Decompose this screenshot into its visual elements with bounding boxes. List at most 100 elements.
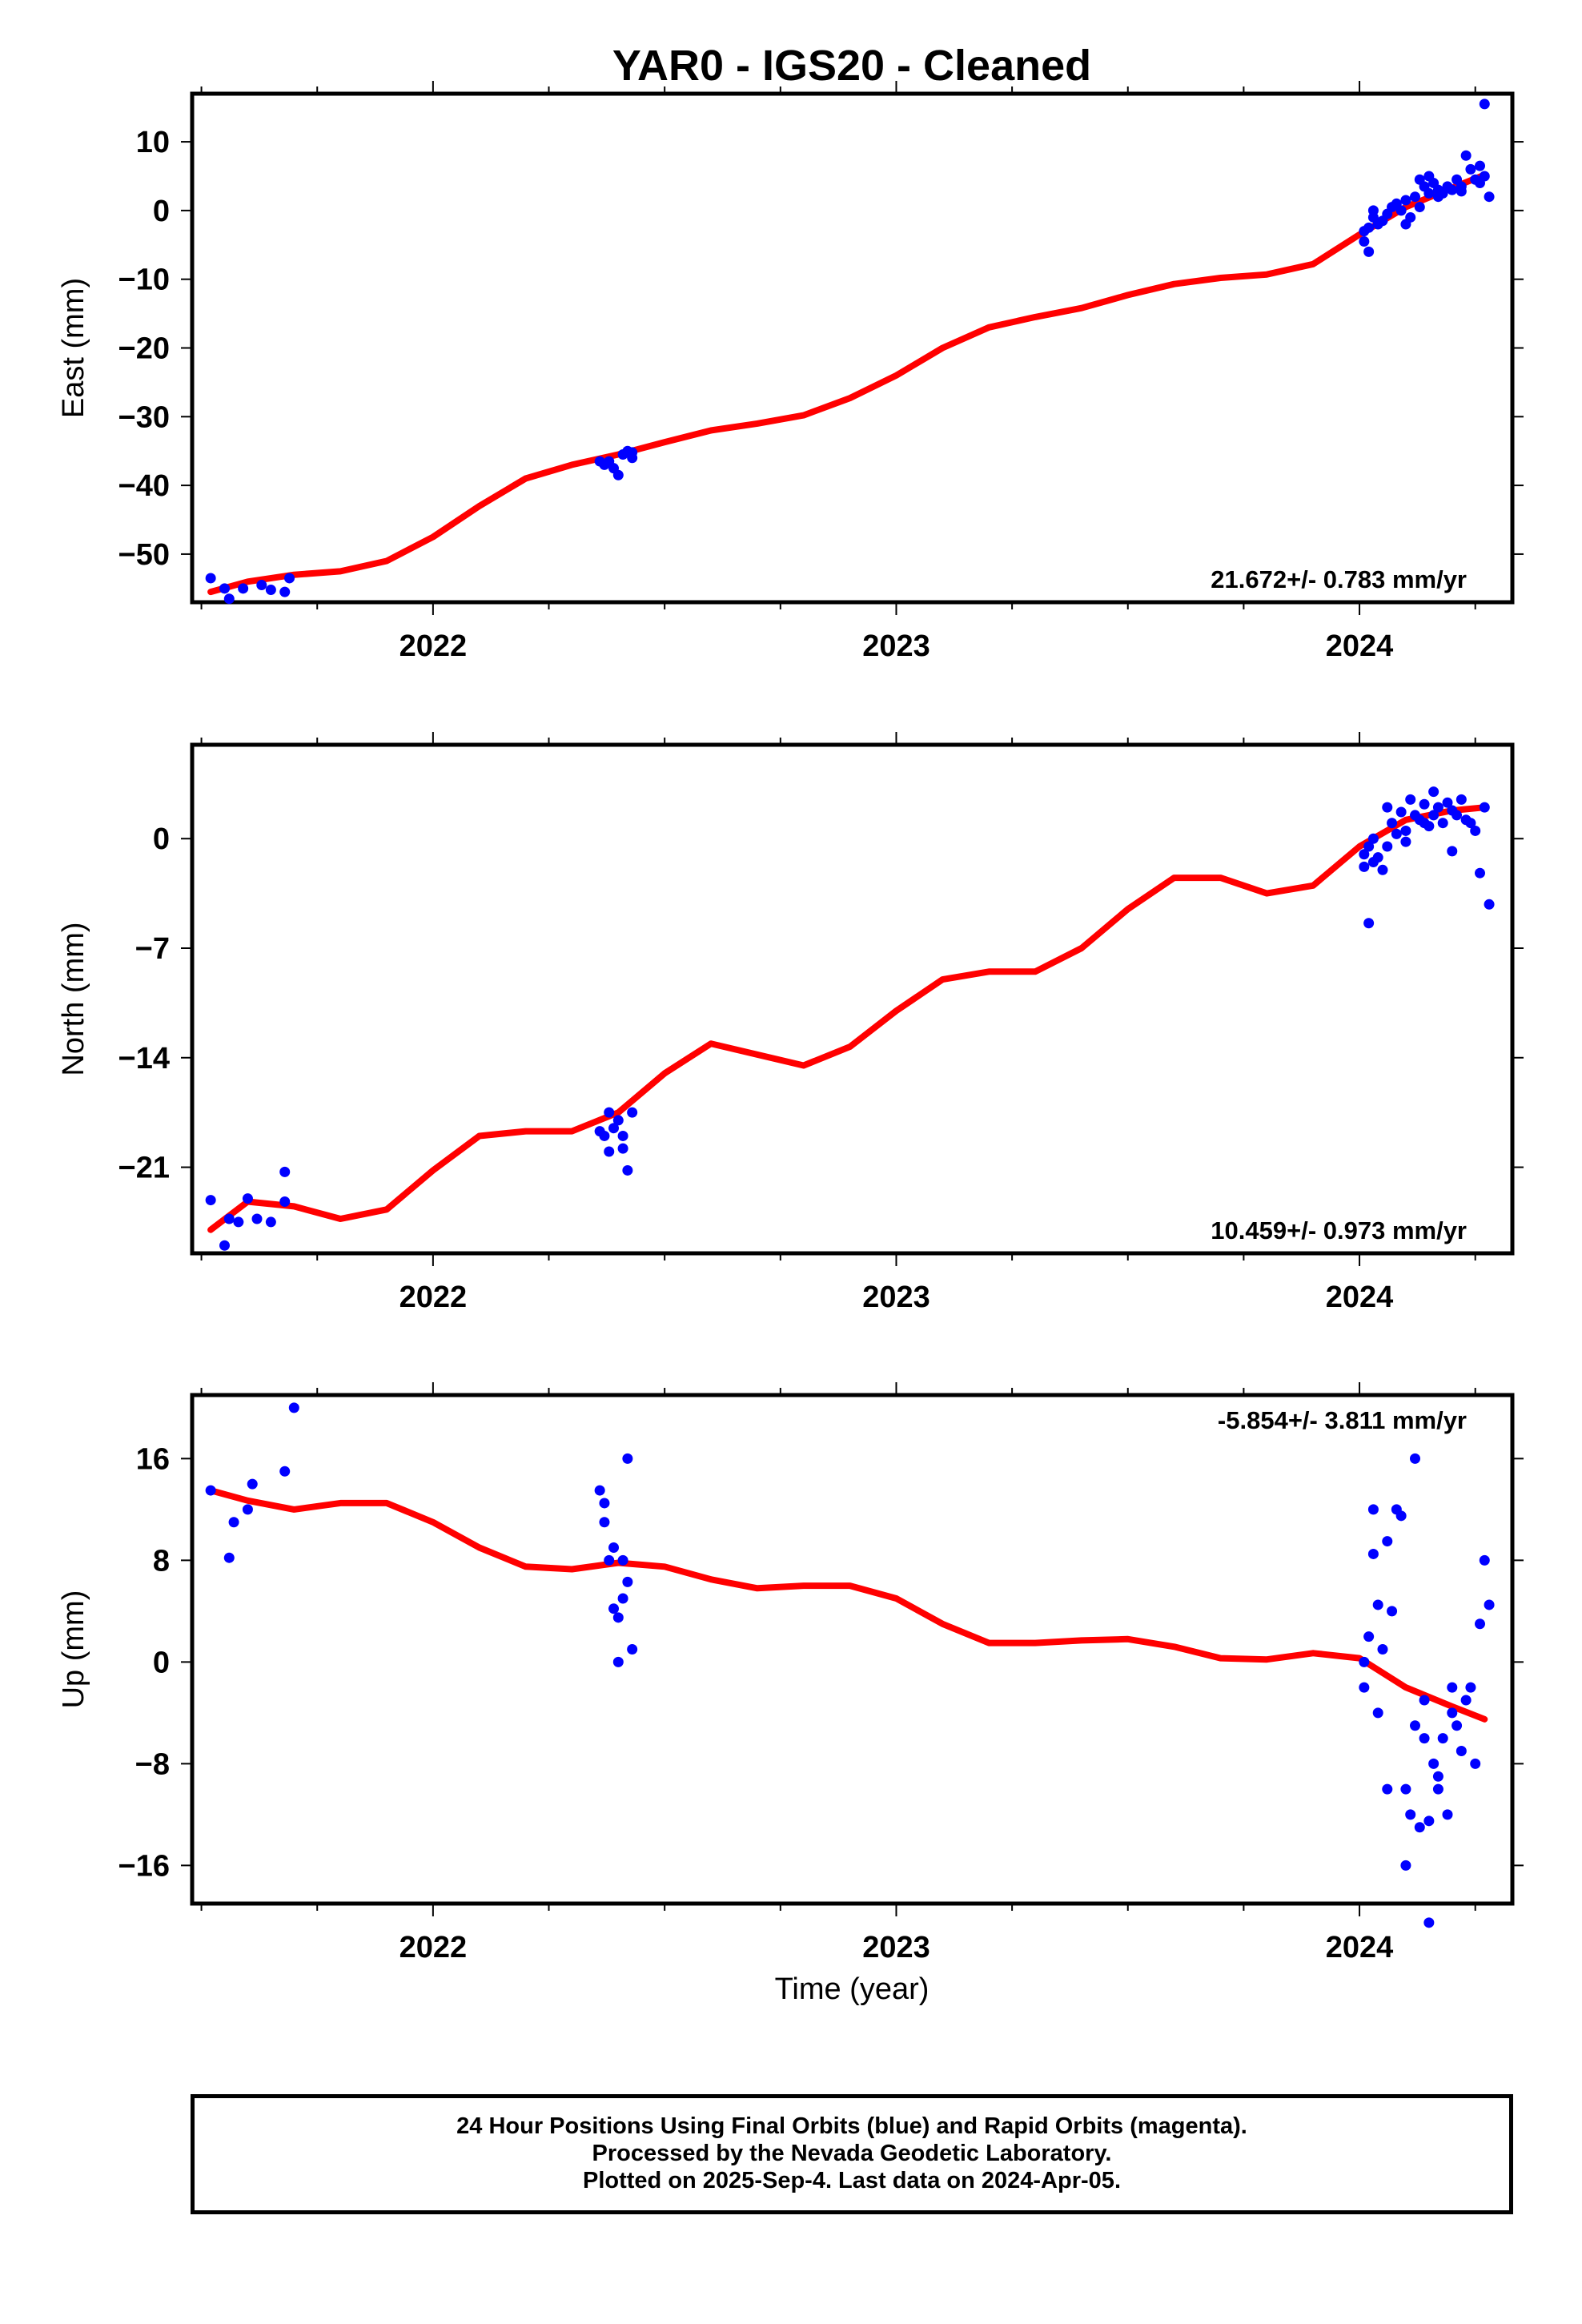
- up-panel: 16 8 0 −8 −16 2022 2023 2024 Up (mm) -5.854+/- 3.…: [57, 1382, 1524, 1964]
- east-data-point: [1456, 181, 1467, 192]
- north-data-point: [617, 1130, 628, 1141]
- north-ytick-label: −21: [118, 1152, 170, 1185]
- north-data-point: [1377, 864, 1388, 875]
- up-xtick-label: 2023: [862, 1931, 930, 1964]
- up-data-point: [1456, 1746, 1467, 1756]
- up-data-point: [612, 1656, 624, 1667]
- up-data-point: [1437, 1733, 1448, 1744]
- up-data-point: [1359, 1682, 1370, 1693]
- up-data-point: [599, 1517, 610, 1528]
- north-data-point: [279, 1166, 291, 1177]
- east-data-point: [612, 469, 624, 480]
- north-data-point: [604, 1146, 615, 1157]
- up-data-point: [1470, 1758, 1481, 1769]
- up-data-point: [617, 1593, 628, 1604]
- north-data-point: [1387, 818, 1398, 829]
- east-data-point: [1465, 163, 1476, 175]
- east-data-point: [1479, 99, 1490, 110]
- up-data-point: [1428, 1758, 1439, 1769]
- up-data-point: [1400, 1860, 1411, 1871]
- east-data-point: [284, 573, 295, 584]
- north-data-point: [1428, 810, 1439, 821]
- north-data-point: [1470, 825, 1481, 836]
- north-fit-line: [207, 804, 1488, 1233]
- north-data-point: [1484, 899, 1495, 910]
- north-data-point: [1432, 802, 1443, 813]
- east-data-point: [1460, 150, 1472, 161]
- up-data-point: [1423, 1917, 1435, 1928]
- east-data-point: [219, 583, 231, 594]
- east-ytick-label: −30: [118, 400, 170, 434]
- up-ytick-label: 8: [153, 1544, 170, 1578]
- up-data-point: [608, 1542, 620, 1553]
- north-data-point: [617, 1143, 628, 1154]
- east-xtick-label: 2023: [862, 629, 930, 663]
- east-ytick-label: 0: [153, 195, 170, 228]
- north-data-point: [1437, 818, 1448, 829]
- north-data-point: [205, 1195, 216, 1206]
- up-data-point: [1423, 1815, 1435, 1827]
- up-data-point: [1377, 1644, 1388, 1655]
- up-data-point: [1447, 1707, 1458, 1719]
- north-data-point: [1400, 836, 1411, 847]
- up-data-point: [1414, 1822, 1425, 1833]
- east-y-axis-label: East (mm): [57, 278, 90, 418]
- up-data-point: [1460, 1695, 1472, 1706]
- north-data-point: [1363, 841, 1375, 852]
- east-data-point: [1405, 211, 1416, 223]
- up-data-point: [1382, 1536, 1393, 1547]
- up-data-point: [599, 1498, 610, 1509]
- east-data-point: [1484, 191, 1495, 203]
- east-fit-line: [207, 171, 1488, 596]
- east-data-point: [1447, 184, 1458, 195]
- east-ytick-label: 10: [136, 126, 170, 159]
- east-data-point: [265, 585, 276, 596]
- north-data-point: [1479, 802, 1490, 813]
- north-y-axis-label: North (mm): [57, 922, 90, 1076]
- east-data-point: [1400, 195, 1411, 206]
- up-data-point: [1442, 1809, 1453, 1820]
- east-data-point: [1479, 171, 1490, 182]
- up-data-point: [1474, 1618, 1485, 1630]
- east-data-point: [223, 593, 235, 605]
- east-ytick-label: −40: [118, 469, 170, 503]
- north-xtick-label: 2023: [862, 1281, 930, 1314]
- north-data-point: [1419, 798, 1430, 810]
- up-data-point: [1484, 1599, 1495, 1610]
- up-data-point: [1432, 1783, 1443, 1795]
- up-data-point: [1372, 1599, 1383, 1610]
- east-xtick-label: 2022: [400, 629, 468, 663]
- up-y-axis-label: Up (mm): [57, 1590, 90, 1709]
- east-data-point: [627, 447, 638, 458]
- up-data-point: [242, 1504, 253, 1515]
- east-data-point: [1414, 202, 1425, 213]
- up-plot-frame: [190, 1393, 1515, 1906]
- east-data-point: [256, 580, 267, 591]
- north-ytick-label: −14: [118, 1042, 170, 1076]
- north-ytick-label: 0: [153, 822, 170, 856]
- north-data-point: [599, 1130, 610, 1141]
- north-data-point: [604, 1107, 615, 1118]
- north-data-point: [1447, 846, 1458, 857]
- up-data-point: [594, 1485, 605, 1496]
- north-data-point: [1382, 841, 1393, 852]
- north-data-point: [279, 1196, 291, 1208]
- up-data-point: [1372, 1707, 1383, 1719]
- north-data-point: [1442, 797, 1453, 808]
- up-data-point: [1400, 1783, 1411, 1795]
- up-rate-label: -5.854+/- 3.811 mm/yr: [1218, 1406, 1467, 1434]
- east-data-point: [1359, 235, 1370, 247]
- north-data-point: [608, 1123, 620, 1134]
- north-data-point: [265, 1216, 276, 1228]
- north-panel: 0 −7 −14 −21 2022 2023 2024 North (mm) 10.459+/-…: [57, 732, 1524, 1314]
- up-data-point: [1405, 1809, 1416, 1820]
- north-data-point: [1382, 802, 1393, 813]
- up-data-point: [1465, 1682, 1476, 1693]
- up-data-point: [223, 1552, 235, 1563]
- east-data-point: [1409, 191, 1420, 203]
- north-data-point: [627, 1107, 638, 1118]
- footer-line-3: Plotted on 2025-Sep-4. Last data on 2024…: [582, 2168, 1121, 2193]
- north-data-point: [622, 1164, 633, 1176]
- east-data-point: [1395, 205, 1407, 216]
- east-data-point: [1363, 222, 1375, 233]
